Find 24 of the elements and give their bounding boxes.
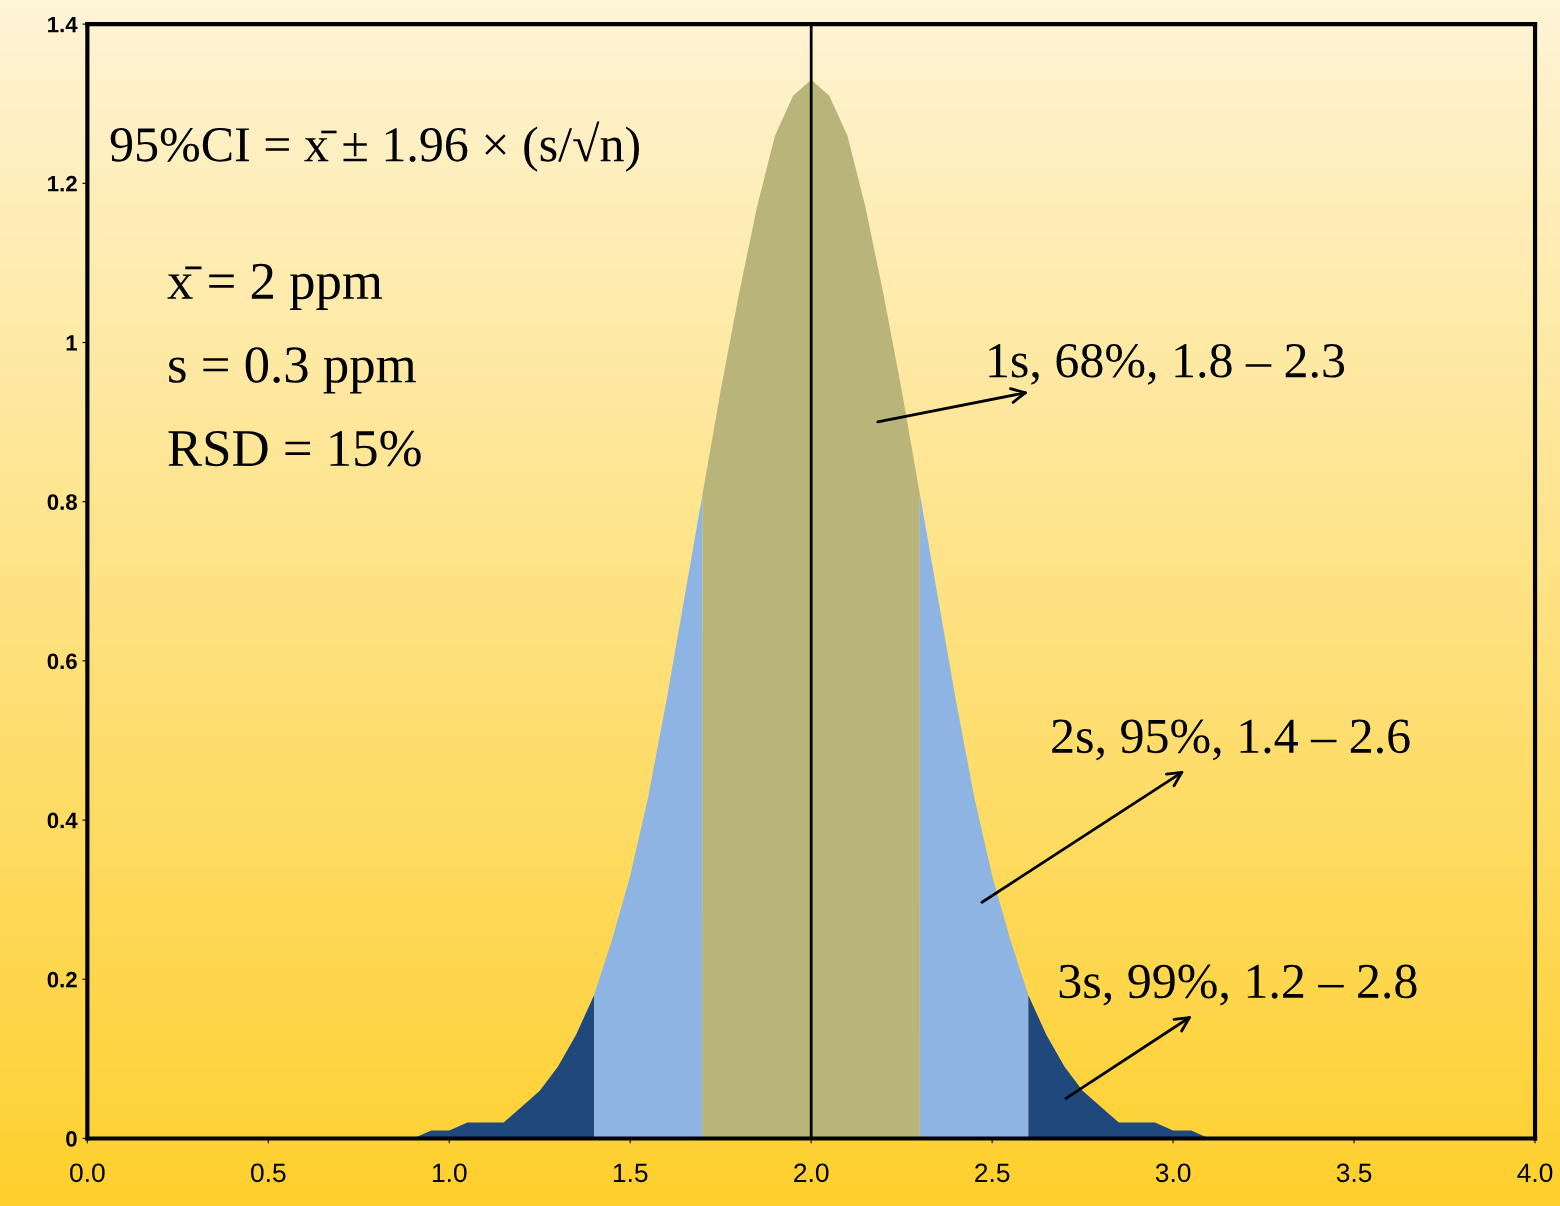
y-tick-label: 0 <box>66 1131 77 1147</box>
annotation: 3s, 99%, 1.2 – 2.8 <box>1059 964 1417 1006</box>
x-tick-label: 0.0 <box>70 1163 105 1183</box>
annotation: 1s, 68%, 1.8 – 2.3 <box>989 343 1345 385</box>
annotation: RSD = 15% <box>168 430 421 467</box>
y-tick-label: 0.6 <box>47 653 77 670</box>
y-tick-label: 0.4 <box>47 812 78 829</box>
y-tick-label: 1.2 <box>48 175 77 192</box>
x-tick-label: 1.5 <box>613 1163 648 1183</box>
y-tick-label: 0.2 <box>47 971 77 988</box>
annotation: 95%CI = x̄ ± 1.96 × (s/√n) <box>110 121 639 172</box>
annotation: 2s, 95%, 1.4 – 2.6 <box>1052 719 1410 761</box>
x-tick-label: 1.0 <box>432 1163 467 1183</box>
x-tick-label: 2.0 <box>794 1163 829 1183</box>
y-tick-label: 1.4 <box>48 16 78 33</box>
x-tick-label: 3.5 <box>1336 1163 1372 1183</box>
x-tick-label: 4.0 <box>1517 1163 1553 1183</box>
x-tick-label: 3.0 <box>1155 1163 1191 1183</box>
x-tick-label: 2.5 <box>975 1163 1010 1183</box>
annotation: x̄ = 2 ppm <box>167 263 383 310</box>
y-tick-label: 0.8 <box>47 494 77 510</box>
y-tick-label: 1 <box>66 335 78 351</box>
annotation: s = 0.3 ppm <box>169 347 416 394</box>
x-tick-label: 0.5 <box>251 1163 286 1183</box>
